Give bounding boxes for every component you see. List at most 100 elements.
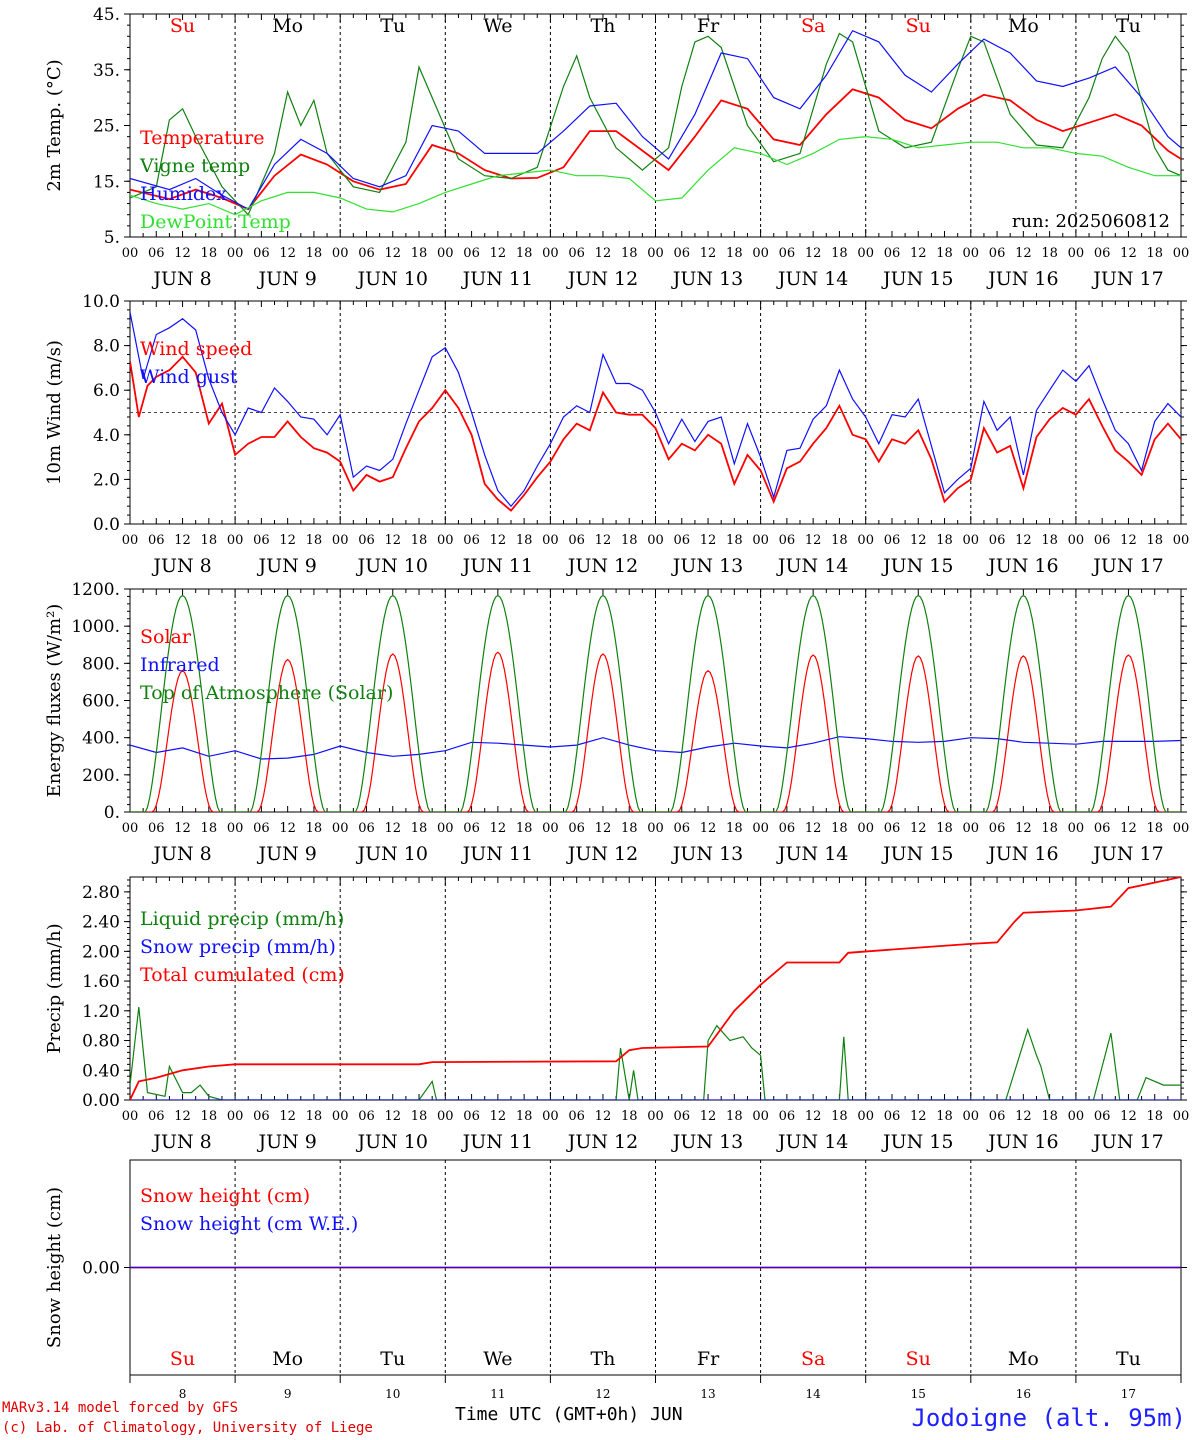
hour-tick-label: 18 [1146, 821, 1163, 836]
panel-3 [124, 588, 1187, 813]
hour-tick-label: 06 [674, 1109, 691, 1124]
hour-tick-label: 12 [490, 821, 507, 836]
y-tick-label: 35. [93, 61, 120, 81]
hour-tick-label: 00 [332, 821, 349, 836]
series-liquid-precip-mm-h- [130, 1007, 1181, 1100]
weekday-label-bottom: Sa [801, 1348, 825, 1370]
hour-tick-label: 18 [411, 246, 428, 261]
hour-tick-label: 06 [463, 533, 480, 548]
hour-tick-label: 00 [647, 246, 664, 261]
hour-tick-label: 06 [568, 821, 585, 836]
hour-tick-label: 18 [936, 821, 953, 836]
hour-tick-label: 12 [384, 821, 401, 836]
hour-tick-label: 18 [1146, 246, 1163, 261]
y-tick-label: 1.20 [82, 1002, 120, 1022]
hour-tick-label: 00 [857, 246, 874, 261]
hour-tick-label: 12 [1120, 533, 1137, 548]
date-label: JUN 8 [151, 268, 211, 290]
hour-tick-label: 18 [936, 246, 953, 261]
y-tick-label: 1200. [71, 580, 120, 600]
hour-tick-label: 06 [674, 533, 691, 548]
hour-tick-label: 12 [910, 246, 927, 261]
y-tick-label: 800. [82, 654, 120, 674]
hour-tick-label: 18 [306, 821, 323, 836]
hour-tick-label: 00 [647, 1109, 664, 1124]
hour-tick-label: 12 [1120, 1109, 1137, 1124]
hour-tick-label: 18 [1041, 821, 1058, 836]
date-label: JUN 9 [256, 268, 316, 290]
hour-tick-label: 12 [279, 1109, 296, 1124]
hour-tick-label: 18 [516, 246, 533, 261]
weekday-label-top: Sa [801, 15, 825, 37]
hour-tick-label: 00 [332, 533, 349, 548]
series-top-of-atmosphere-solar- [130, 594, 1181, 812]
hour-tick-label: 00 [647, 821, 664, 836]
hour-tick-label: 12 [700, 821, 717, 836]
date-label: JUN 13 [671, 555, 743, 577]
weekday-label-bottom: Tu [1116, 1348, 1141, 1370]
y-tick-label: 1000. [71, 617, 120, 637]
date-label: JUN 13 [671, 268, 743, 290]
hour-tick-label: 12 [174, 821, 191, 836]
date-label: JUN 15 [881, 555, 953, 577]
hour-tick-label: 00 [227, 821, 244, 836]
legend-entry: Total cumulated (cm) [140, 964, 345, 986]
hour-tick-label: 06 [884, 1109, 901, 1124]
y-axis-label: Snow height (cm) [44, 1187, 65, 1348]
hour-tick-label: 12 [490, 533, 507, 548]
legend-entry: Top of Atmosphere (Solar) [140, 682, 393, 704]
hour-tick-label: 00 [752, 533, 769, 548]
y-axis-label: Precip (mm/h) [44, 923, 65, 1053]
hour-tick-label: 00 [332, 246, 349, 261]
y-tick-label: 2.40 [82, 913, 120, 933]
hour-tick-label: 00 [857, 533, 874, 548]
hour-tick-label: 00 [647, 533, 664, 548]
series-total-cumulated-cm- [130, 877, 1181, 1100]
hour-tick-label: 06 [148, 246, 165, 261]
day-number-label: 15 [911, 1387, 926, 1401]
hour-tick-label: 12 [805, 821, 822, 836]
date-label: JUN 17 [1091, 843, 1163, 865]
date-label: JUN 10 [356, 268, 428, 290]
date-label: JUN 17 [1091, 1131, 1163, 1153]
y-tick-label: 600. [82, 692, 120, 712]
hour-tick-label: 00 [122, 1109, 139, 1124]
run-label: run: 2025060812 [1012, 211, 1170, 232]
hour-tick-label: 18 [306, 1109, 323, 1124]
hour-tick-label: 06 [884, 821, 901, 836]
day-number-label: 14 [806, 1387, 822, 1401]
hour-tick-label: 00 [1173, 1109, 1190, 1124]
series-solar [130, 651, 1181, 812]
day-number-label: 13 [700, 1387, 715, 1401]
hour-tick-label: 00 [542, 246, 559, 261]
hour-tick-label: 00 [1068, 1109, 1085, 1124]
hour-tick-label: 06 [674, 246, 691, 261]
hour-tick-label: 06 [989, 821, 1006, 836]
date-label: JUN 9 [256, 555, 316, 577]
hour-tick-label: 06 [148, 821, 165, 836]
weekday-label-bottom: Mo [1008, 1348, 1039, 1370]
series-dewpoint-temp [130, 135, 1181, 216]
hour-tick-label: 06 [253, 821, 270, 836]
date-label: JUN 16 [986, 1131, 1058, 1153]
legend-entry: Liquid precip (mm/h) [140, 908, 344, 930]
hour-tick-label: 12 [595, 1109, 612, 1124]
hour-tick-label: 18 [831, 533, 848, 548]
weekday-label-top: Su [170, 15, 195, 37]
hour-tick-label: 12 [1120, 821, 1137, 836]
hour-tick-label: 06 [1094, 821, 1111, 836]
weekday-label-bottom: Th [590, 1348, 615, 1370]
weekday-label-top: Tu [380, 15, 405, 37]
hour-tick-label: 00 [1068, 821, 1085, 836]
panel-1 [124, 13, 1187, 238]
hour-tick-label: 00 [122, 533, 139, 548]
hour-tick-label: 00 [437, 533, 454, 548]
y-tick-label: 25. [93, 117, 120, 137]
hour-tick-label: 18 [411, 821, 428, 836]
weekday-label-bottom: Su [170, 1348, 195, 1370]
date-label: JUN 11 [461, 555, 533, 577]
hour-tick-label: 18 [621, 246, 638, 261]
hour-tick-label: 00 [437, 821, 454, 836]
hour-tick-label: 18 [516, 533, 533, 548]
hour-tick-label: 00 [122, 246, 139, 261]
